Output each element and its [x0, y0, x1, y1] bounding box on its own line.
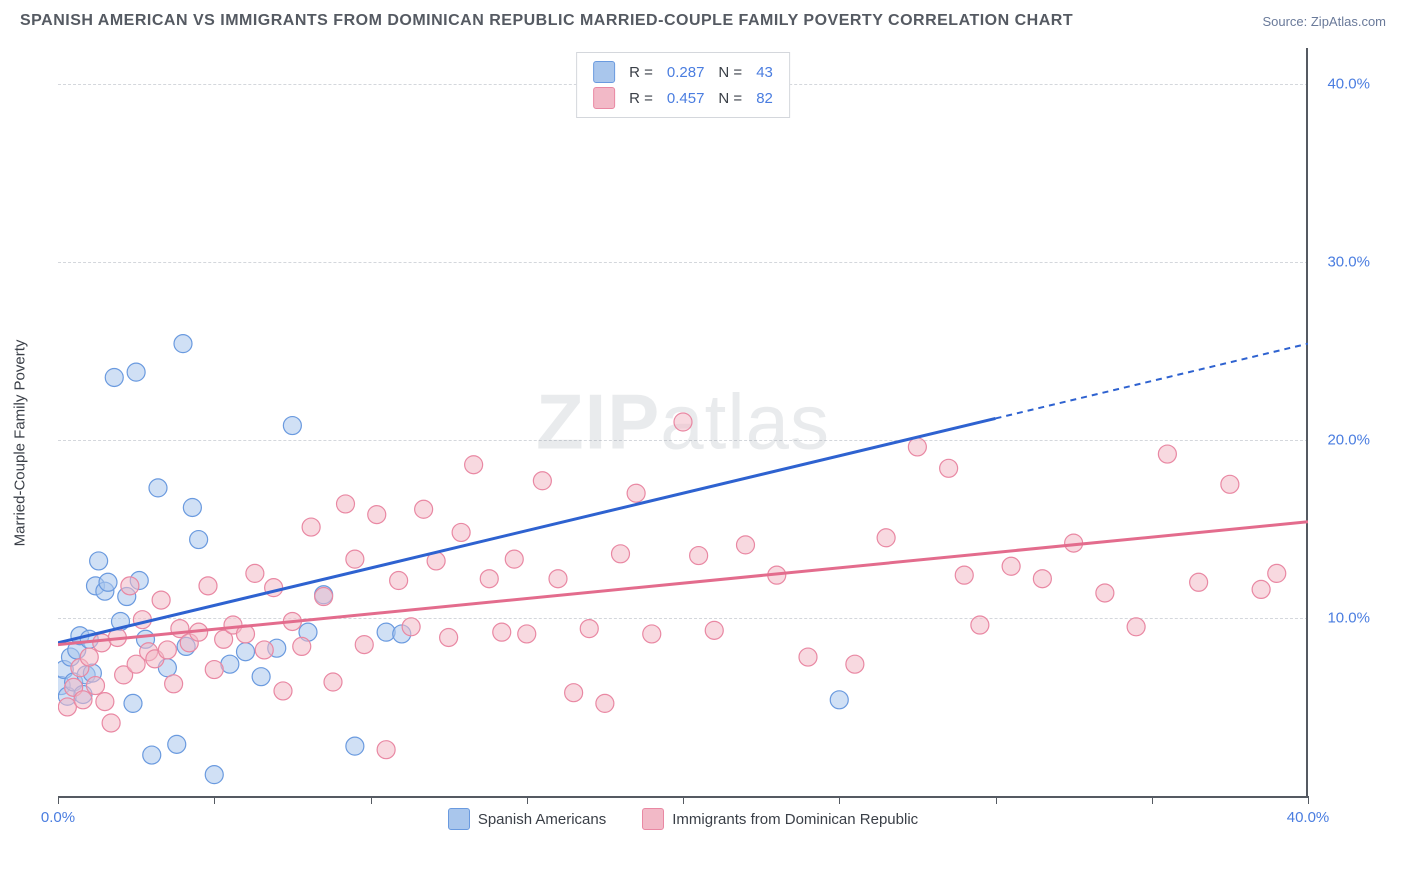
x-tick — [214, 796, 215, 804]
y-tick-label: 30.0% — [1327, 253, 1370, 270]
x-tick — [1152, 796, 1153, 804]
swatch-series-1-icon — [448, 808, 470, 830]
y-tick-label: 40.0% — [1327, 75, 1370, 92]
r-label: R = — [629, 64, 653, 81]
r-value-1: 0.287 — [667, 64, 705, 81]
y-tick-label: 10.0% — [1327, 609, 1370, 626]
r-label: R = — [629, 90, 653, 107]
r-value-2: 0.457 — [667, 90, 705, 107]
x-tick — [839, 796, 840, 804]
chart-header: SPANISH AMERICAN VS IMMIGRANTS FROM DOMI… — [0, 0, 1406, 38]
chart-title: SPANISH AMERICAN VS IMMIGRANTS FROM DOMI… — [20, 12, 1073, 30]
swatch-series-2 — [593, 87, 615, 109]
legend-item-2: Immigrants from Dominican Republic — [642, 808, 918, 830]
x-tick-label: 0.0% — [41, 809, 75, 826]
legend-bottom: Spanish Americans Immigrants from Domini… — [58, 808, 1308, 830]
n-label: N = — [718, 90, 742, 107]
plot-area: ZIPatlas R = 0.287 N = 43 R = 0.457 N = … — [58, 48, 1308, 798]
x-tick — [527, 796, 528, 804]
x-tick — [58, 796, 59, 804]
scatter-svg — [58, 48, 1308, 796]
n-value-2: 82 — [756, 90, 773, 107]
x-tick — [683, 796, 684, 804]
legend-top-row-1: R = 0.287 N = 43 — [593, 59, 773, 85]
chart-container: Married-Couple Family Poverty ZIPatlas R… — [28, 48, 1378, 838]
y-axis-label: Married-Couple Family Poverty — [12, 340, 29, 547]
n-value-1: 43 — [756, 64, 773, 81]
n-label: N = — [718, 64, 742, 81]
x-tick-label: 40.0% — [1287, 809, 1330, 826]
legend-top-row-2: R = 0.457 N = 82 — [593, 85, 773, 111]
legend-label-1: Spanish Americans — [478, 811, 606, 828]
legend-label-2: Immigrants from Dominican Republic — [672, 811, 918, 828]
x-tick — [371, 796, 372, 804]
legend-item-1: Spanish Americans — [448, 808, 606, 830]
x-tick — [1308, 796, 1309, 804]
swatch-series-2-icon — [642, 808, 664, 830]
source-label: Source: ZipAtlas.com — [1262, 14, 1386, 29]
x-tick — [996, 796, 997, 804]
legend-top: R = 0.287 N = 43 R = 0.457 N = 82 — [576, 52, 790, 118]
y-tick-label: 20.0% — [1327, 431, 1370, 448]
swatch-series-1 — [593, 61, 615, 83]
